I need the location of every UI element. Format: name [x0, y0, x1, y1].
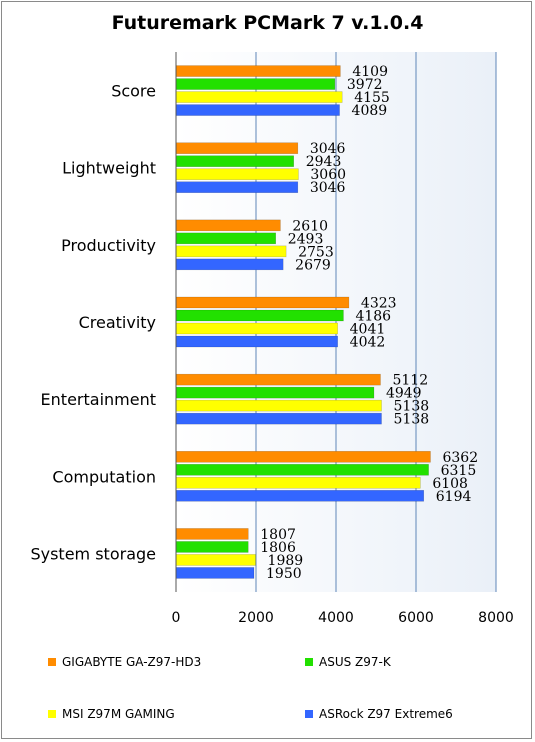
data-label: 6194 [436, 489, 472, 505]
bar [175, 104, 340, 116]
bar [175, 155, 294, 167]
bar [175, 232, 276, 245]
data-label: 4089 [352, 103, 388, 119]
bar [175, 91, 343, 103]
data-label: 1989 [268, 553, 304, 569]
data-label: 2753 [298, 244, 334, 260]
bar [175, 168, 299, 180]
data-label: 4155 [354, 90, 390, 106]
data-label: 3046 [310, 180, 346, 196]
data-label: 3972 [347, 77, 383, 93]
bar [175, 296, 350, 309]
category-label: Lightweight [62, 159, 156, 178]
bar [175, 412, 382, 425]
data-label: 2679 [295, 257, 331, 273]
x-tick-label: 4000 [318, 610, 354, 626]
legend-item: ASUS Z97-K [305, 652, 391, 672]
bar [175, 181, 299, 193]
legend-label: ASUS Z97-K [319, 655, 391, 669]
category-label: Productivity [61, 236, 156, 255]
data-label: 4186 [355, 309, 391, 325]
data-label: 5112 [392, 373, 428, 389]
bar [175, 335, 338, 348]
legend-item: ASRock Z97 Extreme6 [305, 704, 453, 724]
legend-swatch [305, 658, 313, 666]
bar [175, 528, 249, 540]
bar [175, 245, 287, 258]
legend-label: GIGABYTE GA-Z97-HD3 [62, 655, 202, 669]
bar [175, 541, 249, 553]
data-label: 6362 [442, 450, 478, 466]
data-label: 5138 [394, 399, 430, 415]
data-label: 5138 [394, 412, 430, 428]
category-label: Computation [52, 467, 156, 486]
category-label: Entertainment [41, 390, 156, 409]
data-label: 4323 [361, 296, 397, 312]
legend-swatch [305, 710, 313, 718]
data-label: 3046 [310, 141, 346, 157]
legend-label: ASRock Z97 Extreme6 [319, 707, 453, 721]
bar [175, 219, 281, 232]
bar [175, 142, 299, 154]
data-label: 6315 [441, 463, 477, 479]
data-label: 1806 [260, 540, 296, 556]
bar [175, 490, 425, 502]
bar [175, 373, 381, 386]
bar [175, 309, 344, 322]
legend-label: MSI Z97M GAMING [62, 707, 175, 721]
bar [175, 386, 375, 399]
legend-item: MSI Z97M GAMING [48, 704, 175, 724]
bar [175, 399, 382, 412]
bar [175, 567, 255, 579]
data-label: 4949 [386, 386, 422, 402]
bar [175, 464, 429, 476]
legend-item: GIGABYTE GA-Z97-HD3 [48, 652, 201, 672]
legend-swatch [48, 658, 56, 666]
bar [175, 554, 256, 566]
data-label: 2943 [306, 154, 342, 170]
chart-title: Futuremark PCMark 7 v.1.0.4 [111, 12, 424, 34]
x-tick-label: 2000 [238, 610, 274, 626]
bar [175, 65, 341, 77]
category-label: Creativity [79, 313, 156, 332]
data-label: 4109 [352, 64, 388, 80]
x-tick-label: 8000 [478, 610, 514, 626]
data-label: 2493 [288, 231, 324, 247]
bar [175, 451, 431, 463]
data-label: 3060 [310, 167, 346, 183]
data-label: 6108 [432, 476, 468, 492]
category-label: System storage [30, 544, 156, 563]
bar [175, 322, 338, 335]
x-tick-label: 0 [172, 610, 181, 626]
x-tick-label: 6000 [398, 610, 434, 626]
bar [175, 477, 421, 489]
data-label: 2610 [292, 218, 328, 234]
bar [175, 258, 284, 271]
data-label: 4042 [350, 335, 386, 351]
data-label: 4041 [350, 322, 386, 338]
data-label: 1950 [266, 566, 302, 582]
category-label: Score [111, 82, 156, 101]
legend-swatch [48, 710, 56, 718]
bar [175, 78, 336, 90]
data-label: 1807 [260, 527, 296, 543]
